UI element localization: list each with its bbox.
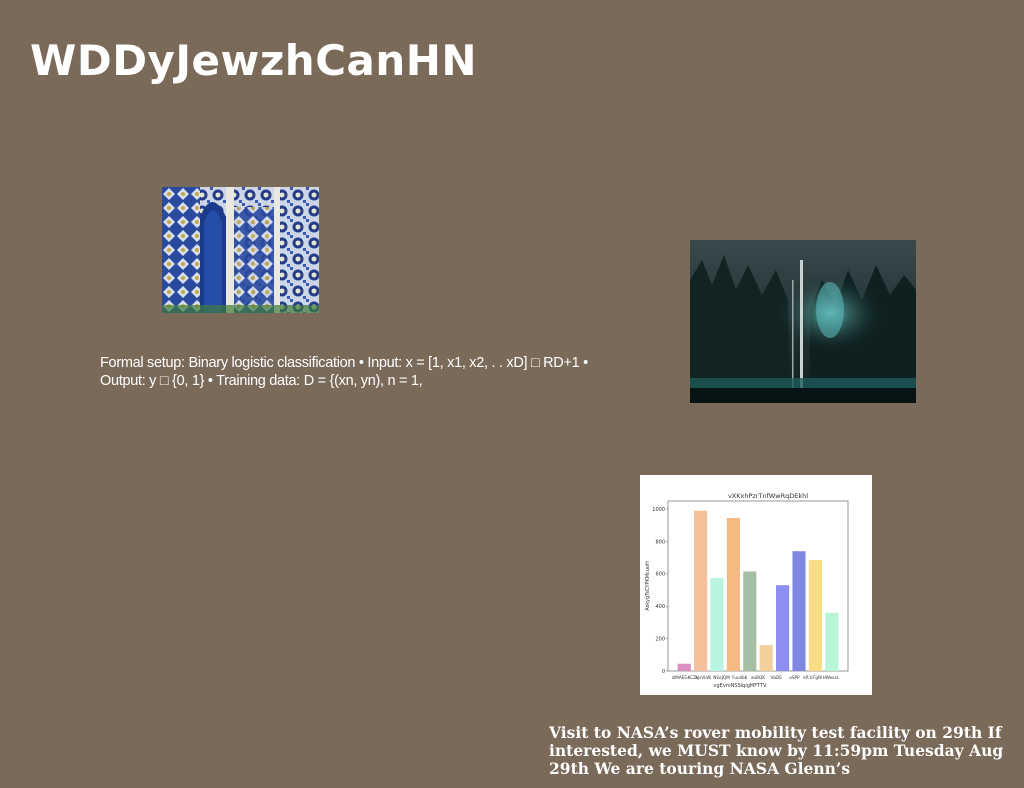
page-title: WDDyJewzhCanHN xyxy=(30,36,478,85)
y-tick-label: 1000 xyxy=(652,507,665,513)
x-tick-label: oSPP xyxy=(789,675,800,680)
y-tick-label: 0 xyxy=(662,669,665,675)
x-tick-label: aoBQK xyxy=(751,675,765,680)
bar xyxy=(694,510,708,671)
y-tick-label: 400 xyxy=(655,604,665,610)
y-tick-label: 600 xyxy=(655,572,665,578)
bar-chart: vXKxhPzrTnfWwRqDEkhl 0 200 400 600 800 1000 z… xyxy=(640,475,872,695)
bar xyxy=(808,560,822,671)
bar xyxy=(743,571,757,671)
y-tick-label: 200 xyxy=(655,636,665,642)
x-tick-label: HWesxL xyxy=(823,675,840,680)
y-tick-label: 800 xyxy=(655,539,665,545)
x-tick-label: zIMAEGKCZk xyxy=(672,675,699,680)
forest-image xyxy=(690,240,916,403)
x-tick-label: ajsVLWi xyxy=(695,675,711,680)
mosaic-tile-image xyxy=(162,187,319,313)
x-tick-label: NSeJQM xyxy=(713,675,730,680)
x-axis-secondary-label: vgEvmNSSlqigMFTTV xyxy=(714,683,767,689)
x-tick-label: VbDE xyxy=(771,675,783,680)
bar xyxy=(710,577,724,671)
bar xyxy=(776,585,790,671)
x-tick-label: kR bTgW xyxy=(803,675,822,680)
bar xyxy=(825,612,839,671)
plot-frame xyxy=(667,500,849,672)
notice-text: Visit to NASA’s rover mobility test faci… xyxy=(549,723,1004,778)
bar xyxy=(759,645,773,671)
bar-chart-svg: vXKxhPzrTnfWwRqDEkhl 0 200 400 600 800 1000 z… xyxy=(645,492,849,689)
bar xyxy=(677,663,691,671)
body-text: Formal setup: Binary logistic classifica… xyxy=(100,355,588,389)
y-axis-label: AskygTsCYPKMcuoH xyxy=(645,561,651,611)
bar xyxy=(726,518,740,671)
bar xyxy=(792,551,806,671)
chart-title: vXKxhPzrTnfWwRqDEkhl xyxy=(728,492,808,500)
x-tick-label: Fuulibb xyxy=(732,675,747,680)
